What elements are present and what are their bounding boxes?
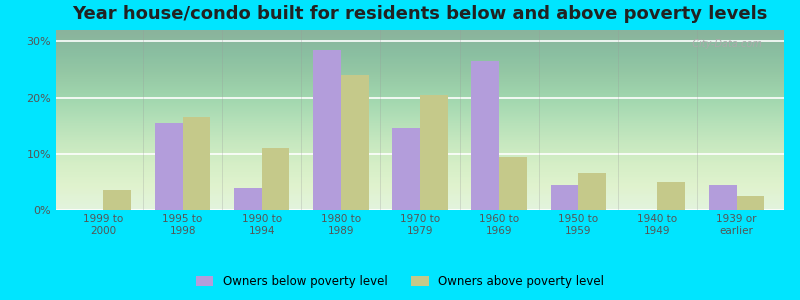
- Bar: [262, 148, 290, 210]
- Title: Year house/condo built for residents below and above poverty levels: Year house/condo built for residents bel…: [72, 5, 768, 23]
- Bar: [737, 196, 764, 210]
- Text: City-Data.com: City-Data.com: [686, 39, 762, 49]
- Bar: [155, 123, 182, 210]
- Bar: [709, 185, 737, 210]
- Bar: [234, 188, 262, 210]
- Bar: [313, 50, 341, 210]
- Bar: [499, 157, 527, 210]
- Bar: [341, 75, 369, 210]
- Bar: [420, 95, 448, 210]
- Bar: [471, 61, 499, 210]
- Legend: Owners below poverty level, Owners above poverty level: Owners below poverty level, Owners above…: [196, 275, 604, 288]
- Bar: [550, 185, 578, 210]
- Bar: [578, 173, 606, 210]
- Bar: [182, 117, 210, 210]
- Bar: [658, 182, 685, 210]
- Bar: [103, 190, 131, 210]
- Bar: [392, 128, 420, 210]
